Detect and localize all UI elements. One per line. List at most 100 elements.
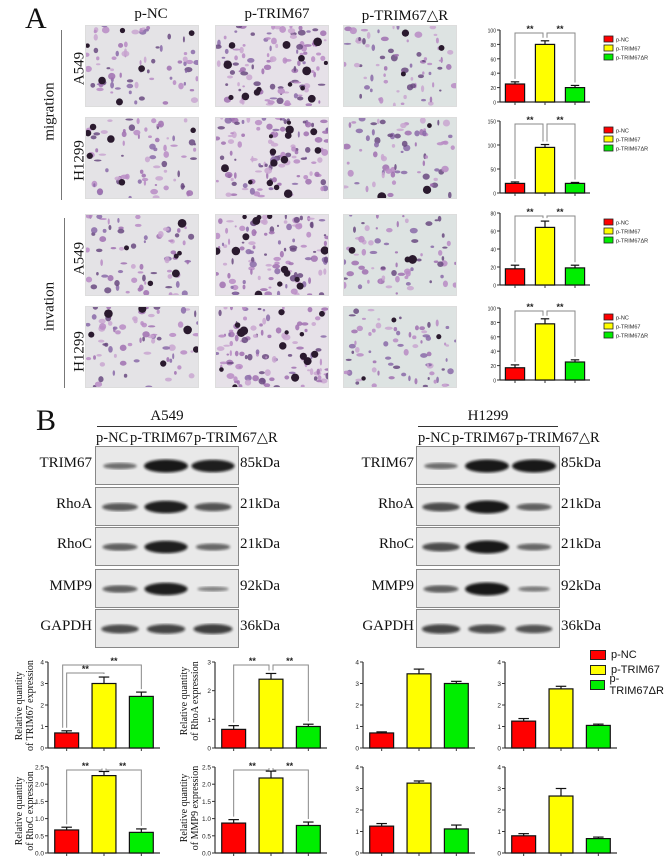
- svg-text:2.5: 2.5: [35, 765, 44, 772]
- group-divider-invation: [64, 218, 65, 388]
- h1299-lane-p-nc: p-NC: [418, 430, 451, 446]
- legend-item-p-trim67-dr: p-TRIM67ΔR: [590, 673, 667, 697]
- svg-text:60: 60: [490, 230, 496, 236]
- svg-text:2: 2: [497, 808, 501, 815]
- svg-text:2.5: 2.5: [202, 765, 211, 772]
- cell-line-a549: A549: [150, 408, 184, 424]
- h1299-kda-trim67: 85kDa: [561, 455, 601, 471]
- svg-text:100: 100: [488, 307, 497, 313]
- micrograph-a549-migration-p-nc: [85, 25, 199, 107]
- chart-a549-rhoc: 0.0 0.5 1.0 1.5 2.0 2.5 ** **: [28, 760, 168, 860]
- chart-h1299-invation: 0 20 40 60 80 100 ** ** p-NC p-TRIM67 p-TRIM67ΔR: [484, 300, 667, 384]
- micrograph-a549-invation-p-trim67-dr: [343, 214, 457, 296]
- svg-text:p-NC: p-NC: [616, 221, 629, 227]
- a549-kda-gapdh: 36kDa: [240, 618, 280, 634]
- legend-label: p-TRIM67: [611, 663, 660, 676]
- svg-text:0: 0: [497, 746, 501, 753]
- svg-text:0.5: 0.5: [202, 833, 211, 840]
- svg-text:**: **: [556, 24, 564, 34]
- a549-lane-p-trim67-dr: p-TRIM67△R: [194, 430, 278, 446]
- panel-b-letter: B: [36, 404, 57, 437]
- svg-text:**: **: [119, 761, 127, 771]
- svg-text:**: **: [82, 761, 90, 771]
- svg-text:3: 3: [355, 786, 359, 793]
- svg-text:4: 4: [497, 660, 501, 667]
- svg-text:p-TRIM67: p-TRIM67: [616, 47, 640, 53]
- svg-text:40: 40: [490, 248, 496, 254]
- svg-text:**: **: [249, 761, 257, 771]
- group-label-invation: invation: [41, 281, 58, 332]
- column-header-p-trim67: p-TRIM67: [244, 6, 310, 22]
- a549-lane-p-trim67: p-TRIM67: [130, 430, 193, 446]
- svg-text:0.5: 0.5: [35, 833, 44, 840]
- svg-text:20: 20: [490, 364, 496, 370]
- svg-text:0: 0: [40, 746, 44, 753]
- svg-text:**: **: [526, 302, 534, 312]
- a549-blot-mmp9: [95, 569, 239, 608]
- svg-text:0: 0: [493, 101, 496, 107]
- ylabel-line: Relative quantity: [14, 776, 25, 846]
- group-divider-migration: [61, 30, 62, 200]
- svg-text:p-NC: p-NC: [616, 129, 629, 135]
- svg-text:100: 100: [488, 144, 497, 150]
- svg-text:2: 2: [207, 688, 211, 695]
- svg-text:1.0: 1.0: [35, 816, 44, 823]
- svg-text:40: 40: [490, 72, 496, 78]
- a549-underline: [97, 426, 237, 427]
- svg-text:p-TRIM67: p-TRIM67: [616, 325, 640, 331]
- a549-blot-trim67: [95, 446, 239, 485]
- micrograph-h1299-migration-p-nc: [85, 117, 199, 199]
- svg-text:0.0: 0.0: [35, 851, 44, 858]
- svg-text:1.5: 1.5: [202, 799, 211, 806]
- svg-text:p-TRIM67ΔR: p-TRIM67ΔR: [616, 239, 648, 245]
- chart-h1299-rhoc: 0 1 2 3 4: [343, 760, 483, 860]
- svg-text:4: 4: [355, 660, 359, 667]
- svg-text:p-TRIM67: p-TRIM67: [616, 138, 640, 144]
- micrograph-h1299-invation-p-nc: [85, 306, 199, 388]
- svg-text:3: 3: [355, 681, 359, 688]
- h1299-protein-label-rhoc: RhoC: [378, 536, 414, 552]
- h1299-kda-mmp9: 92kDa: [561, 578, 601, 594]
- svg-text:p-TRIM67: p-TRIM67: [616, 230, 640, 236]
- svg-text:0: 0: [493, 192, 496, 198]
- h1299-protein-label-gapdh: GAPDH: [362, 618, 414, 634]
- micrograph-a549-invation-p-trim67: [215, 214, 329, 296]
- ylabel-line: Relative quantity: [179, 773, 190, 843]
- h1299-blot-rhoc: [416, 527, 560, 566]
- svg-text:1.5: 1.5: [35, 799, 44, 806]
- h1299-blot-mmp9: [416, 569, 560, 608]
- chart-a549-rhoa: 0 1 2 3 ** **: [195, 655, 335, 755]
- svg-text:0: 0: [355, 746, 359, 753]
- svg-text:p-NC: p-NC: [616, 38, 629, 44]
- svg-text:4: 4: [355, 765, 359, 772]
- a549-protein-label-gapdh: GAPDH: [40, 618, 92, 634]
- a549-protein-label-trim67: TRIM67: [39, 455, 93, 471]
- a549-blot-rhoa: [95, 487, 239, 526]
- svg-text:60: 60: [490, 335, 496, 341]
- svg-text:1: 1: [355, 724, 359, 731]
- legend-item-p-trim67: p-TRIM67: [590, 662, 667, 677]
- a549-blot-gapdh: [95, 609, 239, 648]
- svg-text:**: **: [526, 115, 534, 125]
- svg-text:**: **: [249, 656, 257, 666]
- svg-text:2.0: 2.0: [35, 782, 44, 789]
- svg-text:0: 0: [207, 746, 211, 753]
- h1299-protein-label-rhoa: RhoA: [378, 496, 414, 512]
- svg-text:1.0: 1.0: [202, 816, 211, 823]
- svg-text:**: **: [556, 302, 564, 312]
- svg-text:1: 1: [207, 717, 211, 724]
- svg-text:50: 50: [490, 168, 496, 174]
- h1299-kda-rhoc: 21kDa: [561, 536, 601, 552]
- svg-text:4: 4: [40, 660, 44, 667]
- svg-text:3: 3: [497, 786, 501, 793]
- svg-text:0: 0: [355, 851, 359, 858]
- svg-text:0: 0: [497, 851, 501, 858]
- h1299-blot-trim67: [416, 446, 560, 485]
- svg-text:2: 2: [355, 703, 359, 710]
- micrograph-h1299-invation-p-trim67: [215, 306, 329, 388]
- a549-protein-label-mmp9: MMP9: [49, 578, 92, 594]
- micrograph-a549-invation-p-nc: [85, 214, 199, 296]
- h1299-kda-rhoa: 21kDa: [561, 496, 601, 512]
- svg-text:20: 20: [490, 266, 496, 272]
- svg-text:0.0: 0.0: [202, 851, 211, 858]
